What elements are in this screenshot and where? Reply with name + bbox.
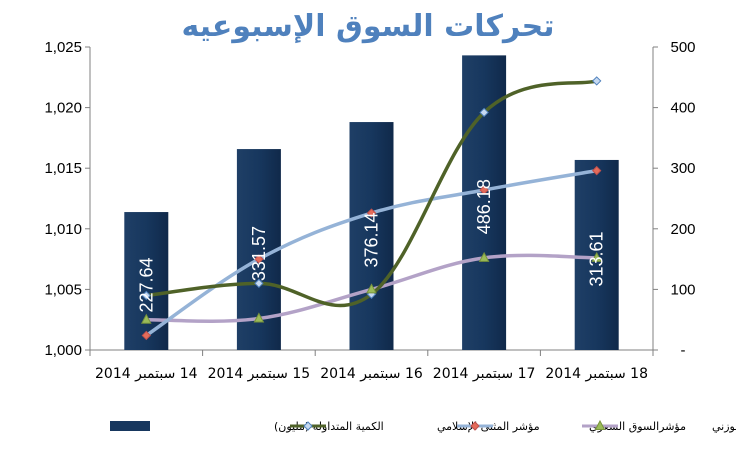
x-axis-category-label: 17 سبتمبر 2014	[433, 366, 536, 382]
x-axis-category-label: 14 سبتمبر 2014	[95, 366, 198, 382]
series-point	[254, 254, 264, 264]
right-axis-tick-label: -	[681, 342, 686, 359]
x-axis-category-label: 15 سبتمبر 2014	[208, 366, 311, 382]
series-point	[591, 76, 602, 86]
series-point	[479, 107, 489, 118]
left-axis-tick-label: 1,025	[44, 39, 82, 56]
bar-data-label: 486.18	[474, 179, 494, 234]
left-axis-tick-label: 1,010	[44, 221, 82, 238]
series-point	[591, 251, 603, 262]
right-axis-tick-label: 100	[670, 281, 695, 298]
left-axis-tick-label: 1,005	[44, 281, 82, 298]
series-point	[470, 421, 480, 431]
left-axis-tick-label: 1,020	[44, 100, 82, 117]
series-point	[303, 421, 313, 431]
series-line	[144, 79, 599, 308]
x-axis-category-label: 18 سبتمبر 2014	[545, 366, 648, 382]
series-point	[366, 283, 377, 294]
bar-data-label: 227.64	[136, 257, 156, 312]
series-point	[140, 313, 152, 324]
legend-label-volume: الكمية المتداوله (مليون)	[274, 420, 384, 433]
series-point	[254, 278, 264, 289]
series-point	[479, 185, 489, 195]
bar	[349, 122, 394, 350]
series-point	[594, 419, 606, 430]
right-axis-tick-label: 500	[670, 39, 695, 56]
right-axis-tick-label: 200	[670, 221, 695, 238]
bar-data-label: 331.57	[249, 226, 269, 281]
bar	[462, 55, 507, 351]
series-point	[141, 330, 152, 341]
left-axis-tick-label: 1,000	[44, 342, 82, 359]
bar-data-label: 313.61	[587, 231, 607, 286]
series-point	[141, 290, 152, 301]
left-axis-tick-label: 1,015	[44, 160, 82, 177]
series-point	[591, 165, 602, 176]
legend-swatch-bar	[110, 421, 150, 431]
series-point	[366, 208, 377, 218]
legend-label: مؤشرالسوق السعري	[589, 420, 686, 433]
x-axis-category-label: 16 سبتمبر 2014	[320, 366, 423, 382]
chart-title: تحركات السوق الإسبوعيه	[181, 9, 554, 44]
right-axis-tick-label: 300	[670, 160, 695, 177]
series-point	[478, 251, 490, 262]
bar-data-label: 376.14	[362, 212, 382, 267]
right-axis-tick-label: 400	[670, 100, 695, 117]
legend-label: مؤشر السوق الوزني	[712, 420, 736, 433]
series-point	[253, 312, 265, 323]
